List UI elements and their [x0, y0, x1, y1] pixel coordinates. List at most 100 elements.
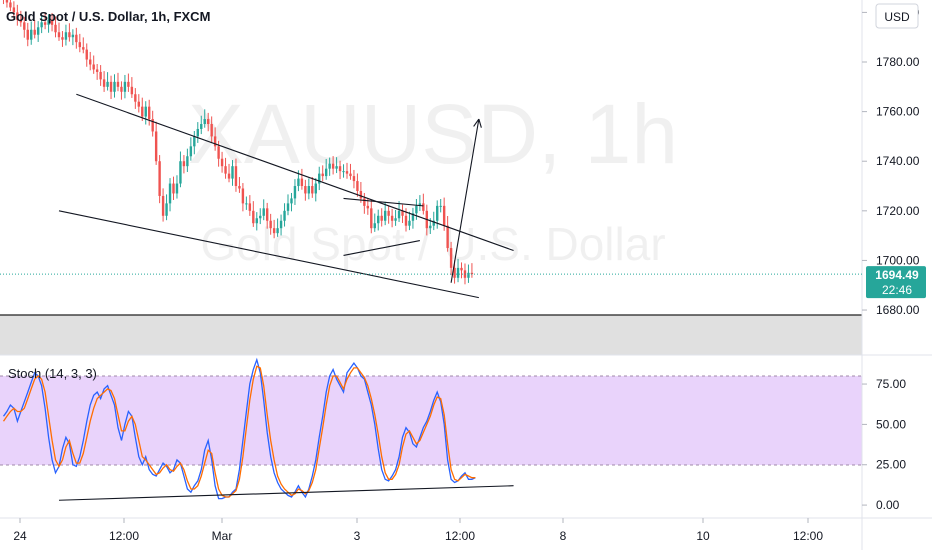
- candle-body: [328, 163, 331, 169]
- candle-body: [36, 27, 40, 35]
- candle-body: [227, 173, 231, 179]
- candle-body: [283, 210, 286, 221]
- arrow-head: [478, 118, 482, 128]
- candle-body: [397, 210, 401, 219]
- candle-body: [345, 171, 349, 174]
- candle-body: [318, 173, 321, 184]
- candle-body: [220, 158, 224, 167]
- candle-body: [168, 183, 172, 204]
- trendline[interactable]: [450, 118, 480, 283]
- candle-body: [82, 47, 85, 50]
- countdown-label: 22:46: [882, 283, 912, 297]
- candle-body: [64, 32, 68, 40]
- trendline[interactable]: [76, 93, 514, 252]
- candle-body: [47, 19, 50, 25]
- candle-body: [116, 81, 120, 87]
- candle-body: [120, 86, 123, 92]
- candle-body: [377, 215, 380, 224]
- candle-body: [436, 205, 439, 221]
- candle-body: [238, 186, 241, 189]
- symbol-title[interactable]: Gold Spot / U.S. Dollar, 1h, FXCM: [6, 9, 210, 24]
- candle-body: [363, 198, 366, 206]
- candle-body: [279, 220, 283, 229]
- trendline[interactable]: [343, 240, 420, 257]
- stoch-trendlines[interactable]: [58, 485, 514, 501]
- candle-body: [311, 186, 314, 194]
- candle-body: [151, 119, 154, 132]
- candle-body: [304, 186, 307, 194]
- candle-body: [123, 81, 127, 92]
- trendline[interactable]: [58, 210, 479, 299]
- candle-body: [57, 32, 61, 38]
- currency-label: USD: [884, 10, 910, 24]
- last-price-label: 1694.49: [875, 268, 919, 282]
- candle-body: [300, 178, 304, 187]
- stoch-tick-label: 0.00: [876, 498, 900, 512]
- stoch-indicator-label[interactable]: Stoch (14, 3, 3): [8, 366, 97, 381]
- candle-body: [75, 34, 78, 43]
- candle-body: [113, 81, 116, 92]
- candle-body: [390, 215, 394, 221]
- candle-body: [141, 106, 144, 117]
- candle-body: [366, 205, 370, 209]
- candle-body: [106, 81, 109, 87]
- candle-body: [307, 186, 311, 194]
- candle-body: [262, 208, 265, 216]
- candle-body: [387, 210, 390, 216]
- candle-body: [23, 22, 26, 30]
- time-axis[interactable]: 24 12:00 Mar 3 12:00 8 10 12:00: [13, 518, 823, 543]
- stoch-tick-label: 50.00: [876, 417, 906, 431]
- candle-body: [189, 146, 193, 157]
- candle-body: [68, 32, 71, 38]
- price-tick-label: 1680.00: [876, 303, 920, 317]
- candle-body: [259, 215, 262, 219]
- candle-body: [78, 42, 82, 48]
- candle-body: [255, 218, 258, 224]
- stoch-trendline[interactable]: [58, 485, 514, 501]
- price-tick-label: 1700.00: [876, 253, 920, 267]
- candle-body: [71, 34, 75, 38]
- arrow-head: [473, 118, 480, 127]
- candle-body: [61, 37, 64, 40]
- trendline[interactable]: [343, 197, 424, 207]
- candle-body: [269, 220, 272, 229]
- stoch-series: [2, 357, 476, 500]
- price-tick-label: 1760.00: [876, 105, 920, 119]
- candle-body: [272, 228, 276, 234]
- candle-body: [19, 19, 23, 23]
- stoch-d-line: [2, 365, 476, 498]
- candle-body: [92, 64, 95, 70]
- candle-body: [338, 166, 342, 172]
- price-trendlines[interactable]: [58, 93, 514, 299]
- candle-body: [30, 29, 33, 40]
- candle-body: [161, 195, 165, 216]
- candle-body: [33, 29, 36, 35]
- candle-body: [276, 228, 279, 234]
- candle-body: [248, 203, 252, 211]
- candle-body: [352, 176, 356, 182]
- candle-body: [335, 166, 338, 169]
- candle-body: [373, 223, 376, 229]
- candle-body: [293, 186, 297, 199]
- candle-body: [16, 12, 19, 20]
- candle-body: [290, 198, 293, 204]
- candle-body: [286, 203, 290, 211]
- candlestick-series: [2, 0, 474, 285]
- price-tick-label: 1780.00: [876, 55, 920, 69]
- stoch-tick-label: 75.00: [876, 377, 906, 391]
- time-tick-label: 12:00: [109, 529, 139, 543]
- candle-body: [95, 69, 99, 72]
- last-price-tag: 1694.49 22:46: [866, 266, 926, 299]
- candle-body: [127, 81, 130, 87]
- candle-body: [439, 205, 442, 207]
- time-tick-label: 10: [696, 529, 710, 543]
- candle-body: [179, 161, 182, 184]
- time-tick-label: 8: [560, 529, 567, 543]
- candle-body: [102, 79, 106, 87]
- candle-body: [203, 119, 206, 125]
- stoch-k-line: [2, 357, 476, 500]
- candle-body: [241, 188, 245, 204]
- currency-button[interactable]: USD: [875, 3, 919, 29]
